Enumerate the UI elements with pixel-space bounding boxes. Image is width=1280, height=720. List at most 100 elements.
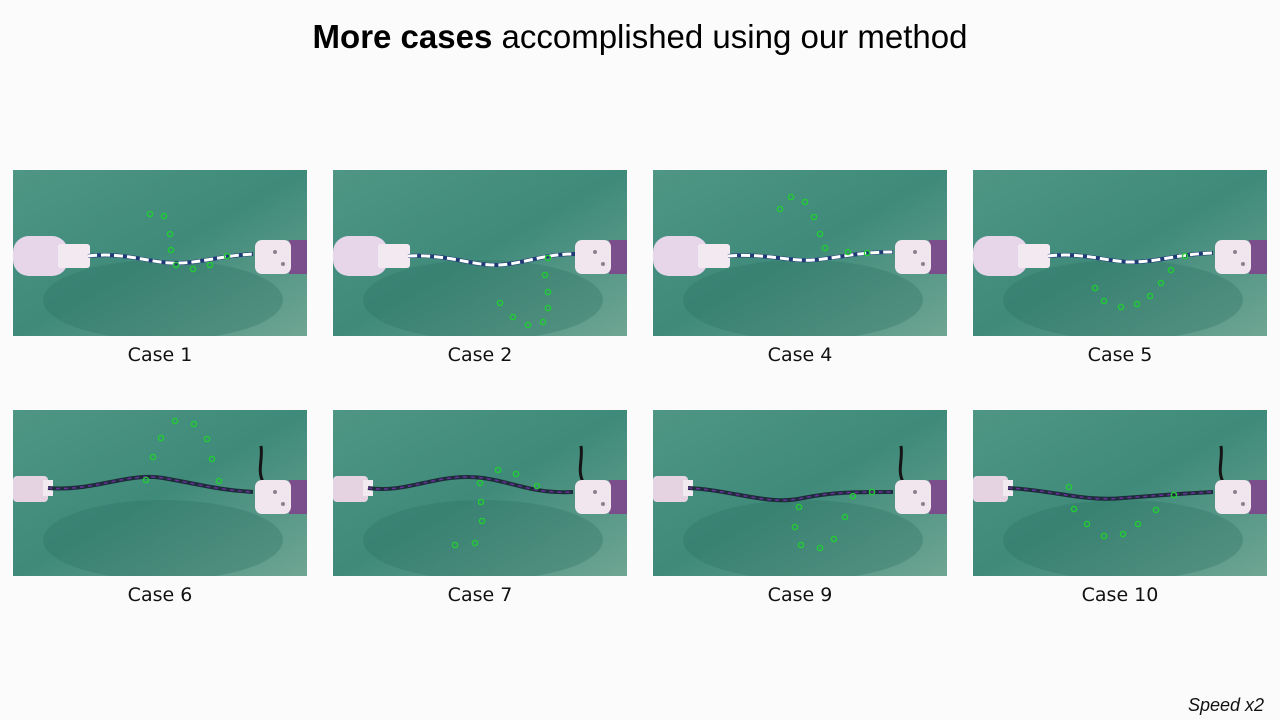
gripper-screw xyxy=(1233,490,1237,494)
right-gripper-base xyxy=(929,480,947,514)
gripper-screw xyxy=(601,262,605,266)
left-robot-gripper xyxy=(333,236,388,276)
target-marker xyxy=(841,513,849,521)
gripper-screw xyxy=(913,250,917,254)
page-title: More cases accomplished using our method xyxy=(0,18,1280,56)
case-label: Case 9 xyxy=(767,584,833,606)
target-marker xyxy=(541,271,549,279)
case-video xyxy=(653,170,947,336)
target-marker xyxy=(844,248,852,256)
target-marker xyxy=(1170,491,1178,499)
right-robot-gripper xyxy=(1215,480,1251,514)
target-marker xyxy=(816,230,824,238)
gripper-screw xyxy=(1241,262,1245,266)
case-label: Case 2 xyxy=(447,344,513,366)
case-video xyxy=(653,410,947,576)
target-marker xyxy=(1181,252,1189,260)
case-video xyxy=(13,410,307,576)
cable-stripes xyxy=(407,252,576,267)
target-marker xyxy=(160,212,168,220)
target-marker xyxy=(206,261,214,269)
target-marker xyxy=(149,453,157,461)
right-robot-gripper xyxy=(575,240,611,274)
target-marker xyxy=(171,417,179,425)
target-marker xyxy=(512,470,520,478)
target-marker xyxy=(524,321,532,329)
target-marker xyxy=(1117,303,1125,311)
right-gripper-base xyxy=(289,480,307,514)
target-marker xyxy=(494,466,502,474)
case-card: Case 9 xyxy=(653,410,947,606)
connector-wire xyxy=(258,445,265,483)
cable-stripes xyxy=(47,476,254,493)
left-robot-gripper xyxy=(333,476,368,502)
right-gripper-base xyxy=(289,240,307,274)
cable-stripes xyxy=(1007,487,1214,500)
target-marker xyxy=(471,539,479,547)
left-robot-gripper xyxy=(973,476,1008,502)
cable-stripes xyxy=(367,476,574,493)
left-robot-gripper xyxy=(13,476,48,502)
target-marker xyxy=(1100,532,1108,540)
target-marker xyxy=(208,455,216,463)
case-label: Case 1 xyxy=(127,344,193,366)
target-marker xyxy=(477,498,485,506)
target-marker xyxy=(1091,284,1099,292)
left-gripper-jaw xyxy=(378,244,410,268)
left-gripper-jaw xyxy=(1018,244,1050,268)
target-marker xyxy=(821,244,829,252)
connector-wire xyxy=(1218,445,1225,483)
target-marker xyxy=(795,503,803,511)
left-robot-gripper xyxy=(13,236,68,276)
case-label: Case 10 xyxy=(1081,584,1159,606)
title-rest: accomplished using our method xyxy=(492,18,968,55)
target-marker xyxy=(810,213,818,221)
speed-label: Speed x2 xyxy=(1187,695,1264,715)
target-marker xyxy=(1070,505,1078,513)
case-card: Case 6 xyxy=(13,410,307,606)
case-card: Case 7 xyxy=(333,410,627,606)
target-marker xyxy=(539,318,547,326)
case-video xyxy=(13,170,307,336)
target-marker xyxy=(1083,520,1091,528)
cable-stripes xyxy=(687,487,894,501)
target-marker xyxy=(863,249,871,257)
gripper-screw xyxy=(281,262,285,266)
target-marker xyxy=(451,541,459,549)
case-card: Case 4 xyxy=(653,170,947,366)
target-marker xyxy=(1119,530,1127,538)
gripper-screw xyxy=(273,250,277,254)
gripper-screw xyxy=(921,262,925,266)
target-marker xyxy=(142,476,150,484)
target-marker xyxy=(172,261,180,269)
right-robot-gripper xyxy=(255,480,291,514)
target-marker xyxy=(868,488,876,496)
left-robot-gripper xyxy=(653,476,688,502)
gripper-screw xyxy=(281,502,285,506)
case-video xyxy=(973,410,1267,576)
case-video xyxy=(973,170,1267,336)
left-gripper-jaw xyxy=(698,244,730,268)
table-shadow xyxy=(683,260,923,336)
right-gripper-base xyxy=(609,240,627,274)
right-robot-gripper xyxy=(255,240,291,274)
target-marker xyxy=(1167,266,1175,274)
table-shadow xyxy=(1003,500,1243,576)
right-robot-gripper xyxy=(895,480,931,514)
target-marker xyxy=(478,517,486,525)
target-marker xyxy=(146,210,154,218)
target-marker xyxy=(223,252,231,260)
target-marker xyxy=(476,479,484,487)
target-marker xyxy=(1157,279,1165,287)
case-label: Case 5 xyxy=(1087,344,1153,366)
case-card: Case 5 xyxy=(973,170,1267,366)
gripper-screw xyxy=(913,490,917,494)
case-video xyxy=(333,170,627,336)
table-shadow xyxy=(363,500,603,576)
target-marker xyxy=(509,313,517,321)
table-shadow xyxy=(43,260,283,336)
target-marker xyxy=(849,492,857,500)
case-label: Case 6 xyxy=(127,584,193,606)
case-label: Case 4 xyxy=(767,344,833,366)
right-gripper-base xyxy=(609,480,627,514)
